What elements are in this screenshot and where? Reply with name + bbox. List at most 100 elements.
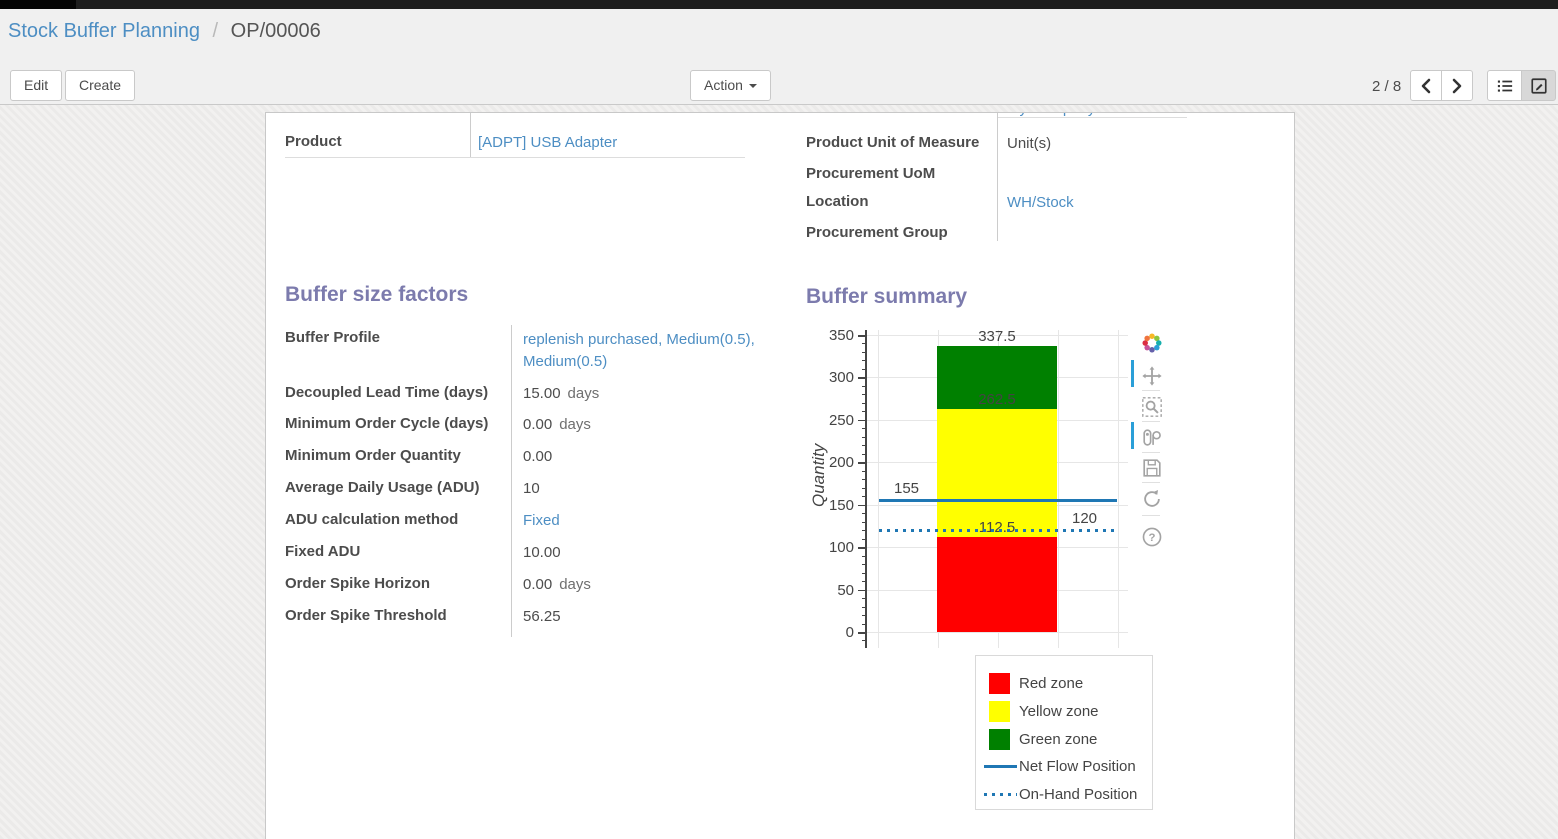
buffer-summary-chart[interactable]: Quantity 112.5 262.5 337.5 155 120 0 50 100 150 2… bbox=[806, 325, 1176, 825]
pager-next-button[interactable] bbox=[1441, 70, 1473, 101]
column-separator bbox=[997, 113, 998, 241]
gridline-vertical bbox=[878, 330, 879, 648]
y-axis-minor-tick bbox=[862, 445, 866, 447]
field-label: Decoupled Lead Time (days) bbox=[285, 384, 489, 401]
y-tick-label: 0 bbox=[845, 624, 854, 641]
buffer-profile-link[interactable]: replenish purchased, Medium(0.5), Medium… bbox=[523, 331, 755, 370]
section-title-buffer-summary: Buffer summary bbox=[806, 285, 968, 308]
pager-previous-button[interactable] bbox=[1410, 70, 1442, 101]
create-button[interactable]: Create bbox=[65, 70, 136, 101]
field-value: 0.00 days bbox=[523, 416, 591, 433]
y-axis-minor-tick bbox=[862, 470, 866, 472]
modebar-divider bbox=[1142, 390, 1160, 391]
field-label: Minimum Order Cycle (days) bbox=[285, 415, 489, 432]
bar-value-label: 337.5 bbox=[978, 327, 1016, 345]
bar-green-zone[interactable] bbox=[937, 345, 1057, 410]
y-axis-tick bbox=[858, 632, 866, 634]
product-link[interactable]: [ADPT] USB Adapter bbox=[478, 134, 618, 151]
help-icon[interactable]: ? bbox=[1141, 526, 1163, 548]
chevron-right-icon bbox=[1452, 78, 1462, 93]
modebar-active-indicator bbox=[1131, 422, 1134, 449]
bar-value-label: 262.5 bbox=[978, 391, 1016, 409]
adu-method-link[interactable]: Fixed bbox=[523, 512, 560, 529]
green-zone-swatch bbox=[989, 729, 1010, 750]
field-label: Fixed ADU bbox=[285, 543, 361, 560]
gridline-horizontal bbox=[866, 335, 1128, 336]
navbar-apps-region bbox=[0, 0, 76, 9]
list-view-button[interactable] bbox=[1487, 70, 1522, 101]
row-separator bbox=[997, 117, 1187, 118]
breadcrumb-parent-link[interactable]: Stock Buffer Planning bbox=[8, 20, 200, 42]
y-axis-minor-tick bbox=[862, 623, 866, 625]
bar-value-label: 112.5 bbox=[978, 518, 1016, 536]
breadcrumb: Stock Buffer Planning / OP/00006 bbox=[8, 20, 321, 43]
legend-item-red-zone[interactable]: Red zone bbox=[976, 672, 1152, 696]
y-axis-tick bbox=[858, 462, 866, 464]
legend-item-on-hand[interactable]: On-Hand Position bbox=[976, 783, 1152, 807]
y-axis-minor-tick bbox=[862, 598, 866, 600]
action-dropdown-button[interactable]: Action bbox=[690, 70, 771, 101]
svg-text:?: ? bbox=[1149, 532, 1156, 544]
y-tick-label: 300 bbox=[828, 369, 854, 387]
y-tick-label: 350 bbox=[828, 327, 854, 344]
edit-button[interactable]: Edit bbox=[10, 70, 63, 101]
field-number: 0.00 bbox=[523, 416, 553, 433]
bar-red-zone[interactable] bbox=[937, 536, 1057, 632]
y-axis-minor-tick bbox=[862, 351, 866, 353]
list-view-icon bbox=[1497, 80, 1512, 92]
legend-item-yellow-zone[interactable]: Yellow zone bbox=[976, 700, 1152, 724]
y-axis-minor-tick bbox=[862, 411, 866, 413]
y-axis-minor-tick bbox=[862, 572, 866, 574]
y-axis-minor-tick bbox=[862, 487, 866, 489]
field-label: Order Spike Horizon bbox=[285, 575, 431, 592]
y-axis-minor-tick bbox=[862, 479, 866, 481]
y-tick-label: 200 bbox=[828, 454, 854, 472]
y-axis-minor-tick bbox=[862, 513, 866, 515]
field-number: 15.00 bbox=[523, 385, 561, 402]
field-suffix: days bbox=[567, 385, 600, 402]
company-link[interactable]: My Company bbox=[1007, 113, 1187, 117]
y-tick-label: 100 bbox=[828, 539, 854, 557]
field-label: Buffer Profile bbox=[285, 329, 381, 346]
y-axis-minor-tick bbox=[862, 606, 866, 608]
legend-label: On-Hand Position bbox=[1019, 786, 1138, 803]
net-flow-position-line bbox=[879, 499, 1117, 502]
field-label: Product bbox=[285, 133, 342, 150]
gridline-vertical bbox=[1118, 330, 1119, 648]
location-link[interactable]: WH/Stock bbox=[1007, 194, 1074, 211]
chart-legend: Red zone Yellow zone Green zone Net Flow… bbox=[975, 655, 1153, 810]
form-view-button[interactable] bbox=[1521, 70, 1556, 101]
modebar-divider bbox=[1142, 421, 1160, 422]
y-axis-minor-tick bbox=[862, 428, 866, 430]
field-value: 56.25 bbox=[523, 608, 561, 625]
modebar-divider bbox=[1142, 515, 1160, 516]
y-axis-tick bbox=[858, 419, 866, 422]
reset-icon[interactable] bbox=[1141, 488, 1163, 510]
y-axis-tick bbox=[858, 547, 866, 549]
field-label: Order Spike Threshold bbox=[285, 607, 447, 624]
field-value: 15.00 days bbox=[523, 385, 599, 402]
y-axis-minor-tick bbox=[862, 402, 866, 404]
field-value: Fixed bbox=[523, 512, 560, 529]
legend-item-green-zone[interactable]: Green zone bbox=[976, 728, 1152, 752]
save-icon[interactable] bbox=[1141, 457, 1163, 479]
legend-item-net-flow[interactable]: Net Flow Position bbox=[976, 755, 1152, 779]
hover-compare-icon[interactable] bbox=[1141, 427, 1163, 449]
form-view-icon bbox=[1530, 77, 1547, 94]
field-label: Location bbox=[806, 193, 869, 210]
column-separator bbox=[511, 325, 512, 637]
chart-modebar: ? bbox=[1129, 325, 1167, 555]
y-tick-label: 50 bbox=[837, 581, 854, 599]
y-axis-tick bbox=[858, 377, 866, 379]
field-label: Average Daily Usage (ADU) bbox=[285, 479, 480, 496]
y-axis-minor-tick bbox=[862, 453, 866, 455]
field-suffix: days bbox=[559, 576, 591, 593]
plotly-logo-icon[interactable] bbox=[1141, 332, 1163, 354]
breadcrumb-separator: / bbox=[212, 20, 219, 42]
clipped-field-row: My Company bbox=[1007, 113, 1187, 117]
zoom-box-icon[interactable] bbox=[1141, 396, 1163, 418]
bar-yellow-zone[interactable] bbox=[937, 409, 1057, 537]
modebar-divider bbox=[1142, 482, 1160, 483]
pan-icon[interactable] bbox=[1141, 365, 1163, 387]
y-axis-minor-tick bbox=[862, 538, 866, 540]
